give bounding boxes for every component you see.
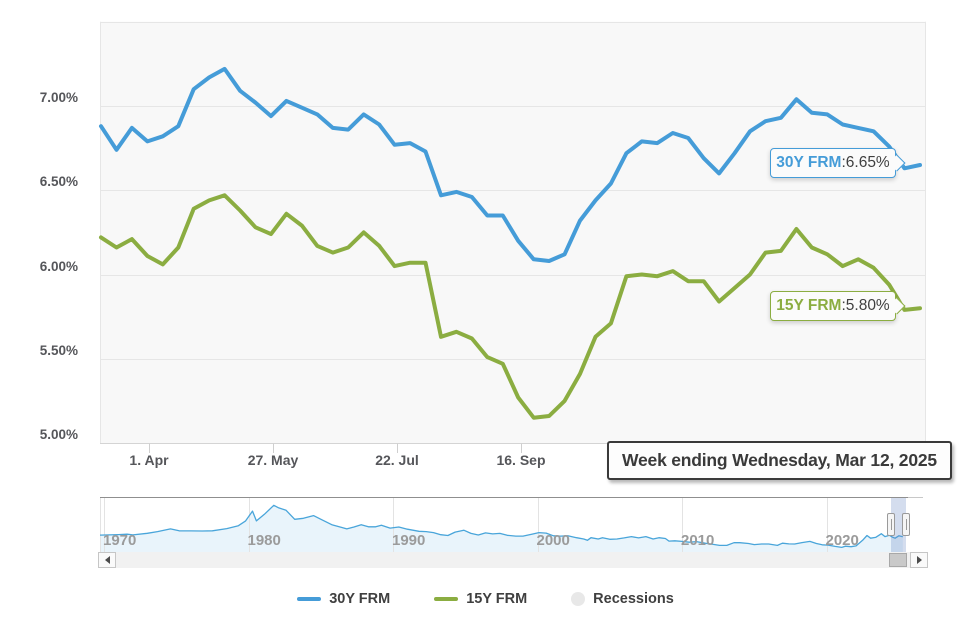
series-30y-frm-line [99, 66, 922, 263]
series-label-30y-value: 6.65% [845, 154, 890, 171]
legend-swatch-30y [297, 597, 322, 601]
series-label-30y-frm: 30Y FRM:6.65% [770, 148, 896, 178]
legend-item-15y-frm[interactable]: 15Y FRM [434, 591, 527, 607]
scroll-right-icon [916, 556, 922, 564]
navigator-left-handle[interactable] [887, 513, 895, 536]
series-label-15y-value: 5.80% [845, 297, 890, 314]
scrollbar-track[interactable] [98, 552, 928, 568]
navigator-series-line [99, 504, 903, 549]
legend-item-30y-frm[interactable]: 30Y FRM [297, 591, 390, 607]
legend-label-30y: 30Y FRM [329, 591, 391, 607]
series-label-15y-separator: : [841, 297, 846, 314]
navigator[interactable] [100, 498, 908, 552]
legend-item-recessions[interactable]: Recessions [571, 591, 674, 607]
scrollbar-thumb[interactable] [889, 553, 907, 567]
navigator-selected-range [891, 498, 906, 552]
legend-label-recessions: Recessions [593, 591, 674, 607]
legend-label-15y: 15Y FRM [466, 591, 528, 607]
series-label-15y-frm: 15Y FRM:5.80% [770, 291, 896, 321]
legend-swatch-15y [434, 597, 459, 601]
chart-legend: 30Y FRM 15Y FRM Recessions [0, 587, 971, 611]
navigator-right-handle[interactable] [902, 513, 910, 536]
series-label-30y-separator: : [841, 154, 846, 171]
series-label-15y-name: 15Y FRM [776, 297, 842, 314]
series-label-30y-name: 30Y FRM [776, 154, 842, 171]
scrollbar-left-button[interactable] [98, 552, 116, 568]
scrollbar-right-button[interactable] [910, 552, 928, 568]
scroll-left-icon [104, 556, 110, 564]
caption-week-ending: Week ending Wednesday, Mar 12, 2025 [607, 441, 952, 480]
legend-swatch-recessions [571, 592, 586, 606]
series-15y-frm-line [99, 193, 922, 420]
